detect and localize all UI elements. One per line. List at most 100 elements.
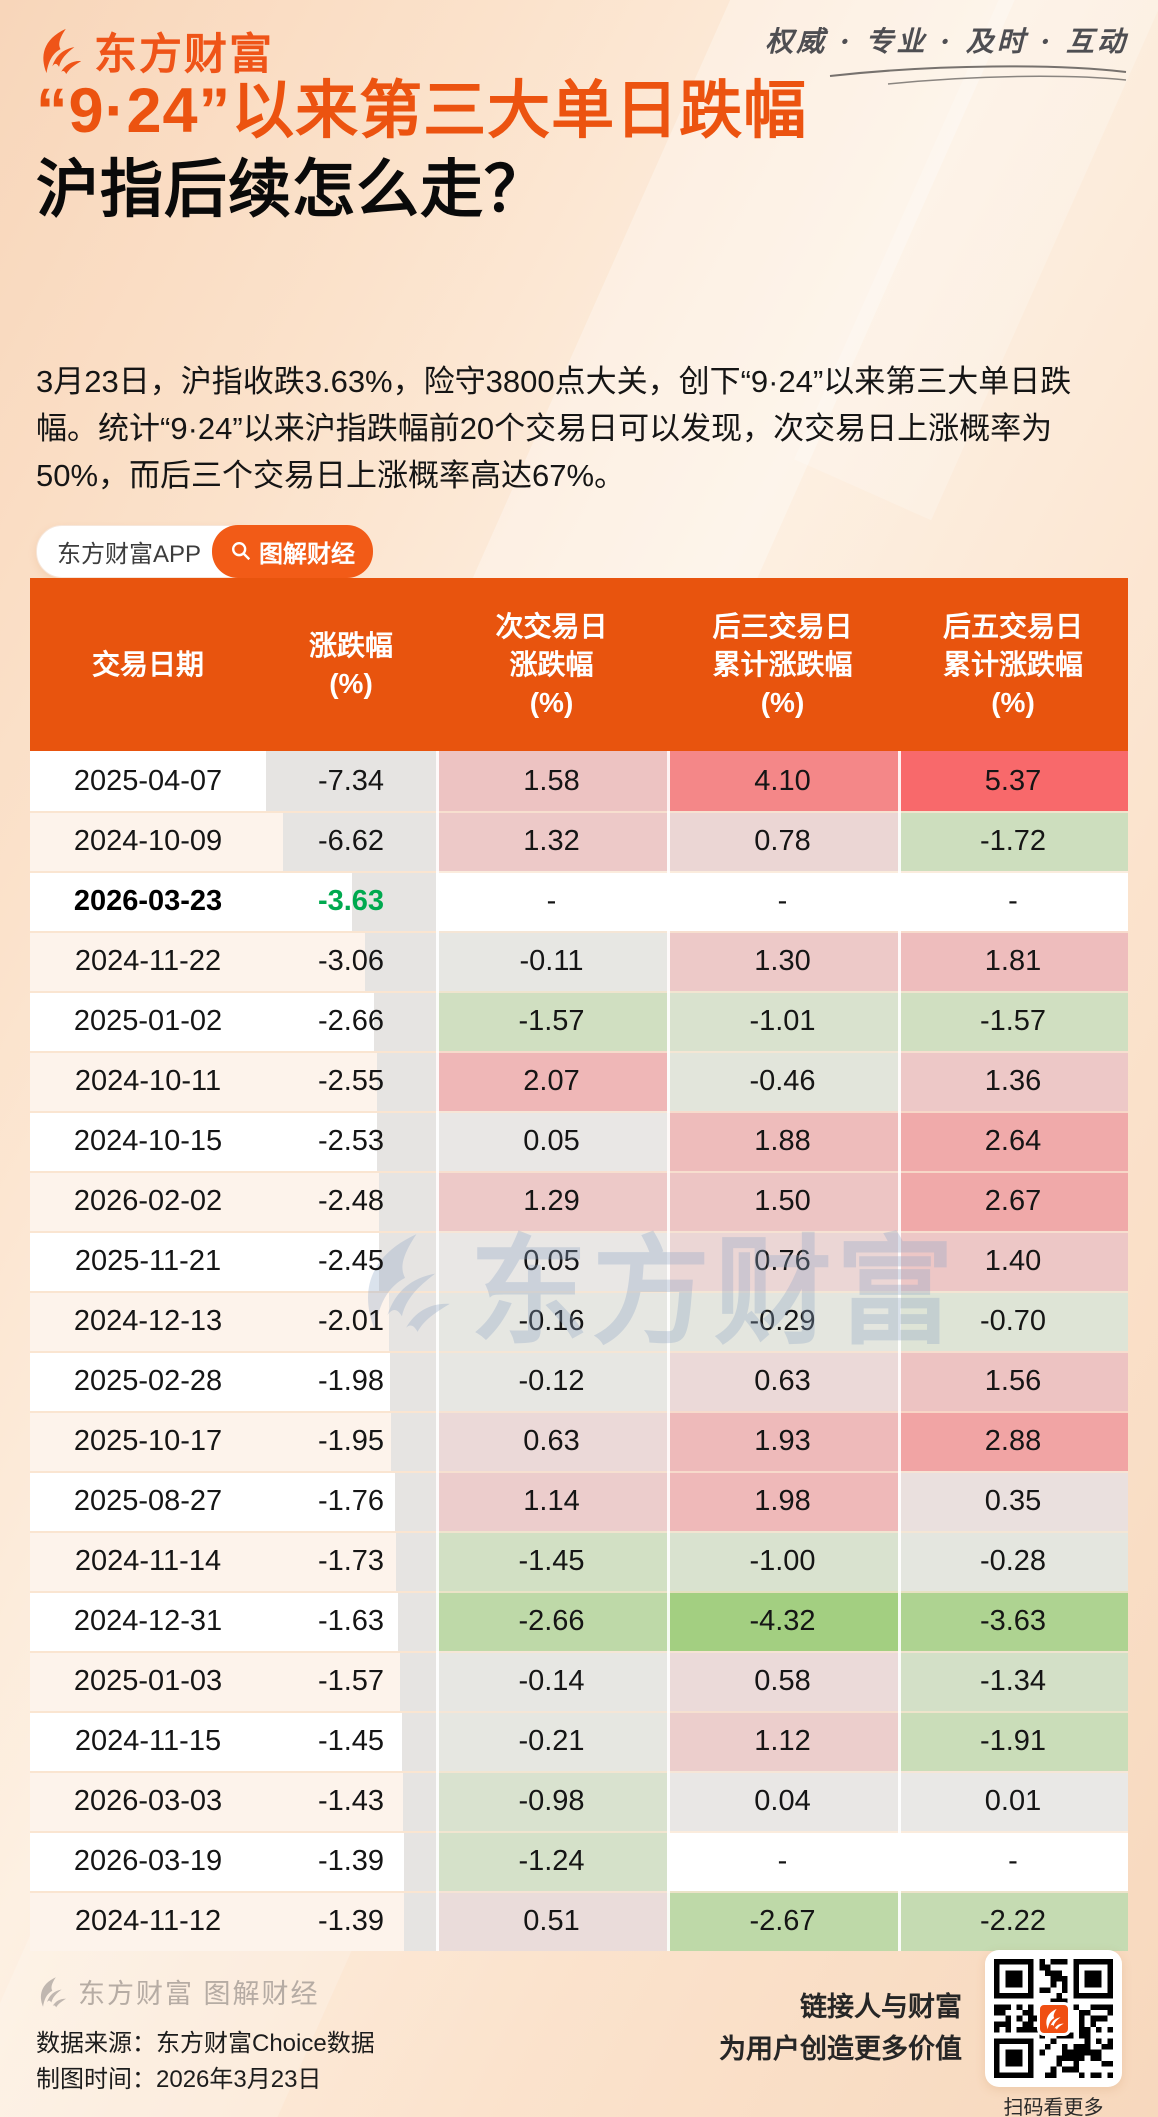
pct-change-cell: -3.06 bbox=[266, 931, 436, 991]
heatmap-cell: -0.98 bbox=[436, 1771, 667, 1831]
magnitude-bar bbox=[395, 1533, 436, 1591]
trade-date-cell: 2024-11-15 bbox=[30, 1711, 266, 1771]
brand-name: 东方财富 bbox=[94, 31, 274, 79]
pct-change-cell: -1.76 bbox=[266, 1471, 436, 1531]
heatmap-cell: 2.88 bbox=[898, 1411, 1128, 1471]
magnitude-bar bbox=[402, 1773, 436, 1831]
heatmap-cell: 1.50 bbox=[667, 1171, 898, 1231]
heatmap-cell: 1.12 bbox=[667, 1711, 898, 1771]
footer-brand-text: 东方财富 图解财经 bbox=[78, 1979, 320, 2009]
heatmap-cell: -0.28 bbox=[898, 1531, 1128, 1591]
pct-change-cell: -1.98 bbox=[266, 1351, 436, 1411]
magnitude-bar bbox=[377, 1113, 436, 1171]
heatmap-cell: 0.35 bbox=[898, 1471, 1128, 1531]
magnitude-bar bbox=[402, 1713, 436, 1771]
pct-change-cell: -2.45 bbox=[266, 1231, 436, 1291]
heatmap-cell: 0.01 bbox=[898, 1771, 1128, 1831]
pct-change-cell: -1.39 bbox=[266, 1891, 436, 1951]
heatmap-cell: -2.66 bbox=[436, 1591, 667, 1651]
heatmap-cell: 1.14 bbox=[436, 1471, 667, 1531]
qr-code bbox=[985, 1950, 1122, 2087]
heatmap-cell: - bbox=[898, 1831, 1128, 1891]
table-row: 2025-10-17 -1.95 0.63 1.93 2.88 bbox=[30, 1411, 1128, 1471]
heatmap-cell: 1.88 bbox=[667, 1111, 898, 1171]
heatmap-cell: -0.46 bbox=[667, 1051, 898, 1111]
page-title-line1: “9·24”以来第三大单日跌幅 bbox=[36, 76, 808, 146]
intro-paragraph: 3月23日，沪指收跌3.63%，险守3800点大关，创下“9·24”以来第三大单… bbox=[36, 364, 1072, 493]
search-icon bbox=[232, 542, 251, 561]
brand-tagline: 权威 · 专业 · 及时 · 互动 bbox=[765, 25, 1128, 58]
heatmap-cell: 0.63 bbox=[436, 1411, 667, 1471]
table-row: 2026-03-23 -3.63- - - bbox=[30, 871, 1128, 931]
heatmap-cell: 0.05 bbox=[436, 1231, 667, 1291]
magnitude-bar bbox=[378, 1173, 436, 1231]
heatmap-cell: - bbox=[667, 871, 898, 931]
heatmap-cell: -1.01 bbox=[667, 991, 898, 1051]
heatmap-cell: -0.14 bbox=[436, 1651, 667, 1711]
table-row: 2024-10-11 -2.55 2.07 -0.46 1.36 bbox=[30, 1051, 1128, 1111]
trade-date-cell: 2025-08-27 bbox=[30, 1471, 266, 1531]
qr-pattern bbox=[994, 1959, 1113, 2078]
tagline-swoosh bbox=[829, 65, 1127, 85]
table-row: 2024-11-22 -3.06 -0.11 1.30 1.81 bbox=[30, 931, 1128, 991]
page-title: “9·24”以来第三大单日跌幅 沪指后续怎么走？ bbox=[36, 80, 807, 222]
table-row: 2024-11-12 -1.39 0.51 -2.67 -2.22 bbox=[30, 1891, 1128, 1951]
trade-date-cell: 2024-12-13 bbox=[30, 1291, 266, 1351]
footer-left: 东方财富 图解财经 数据来源：东方财富Choice数据 制图时间：2026年3月… bbox=[36, 1972, 375, 2097]
pct-change-cell: -2.01 bbox=[266, 1291, 436, 1351]
table-row: 2024-11-14 -1.73 -1.45 -1.00 -0.28 bbox=[30, 1531, 1128, 1591]
pct-change-cell: -1.43 bbox=[266, 1771, 436, 1831]
pct-change-cell: -1.73 bbox=[266, 1531, 436, 1591]
pct-change-cell: -1.57 bbox=[266, 1651, 436, 1711]
magnitude-bar bbox=[365, 933, 436, 991]
column-badge-label: 图解财经 bbox=[259, 540, 356, 568]
pct-change-cell: -1.39 bbox=[266, 1831, 436, 1891]
magnitude-bar bbox=[398, 1593, 436, 1651]
heatmap-cell: -1.72 bbox=[898, 811, 1128, 871]
heatmap-cell: - bbox=[436, 871, 667, 931]
trade-date-cell: 2024-11-22 bbox=[30, 931, 266, 991]
data-source: 数据来源：东方财富Choice数据 bbox=[36, 2030, 375, 2057]
table-row: 2024-10-09 -6.62 1.32 0.78 -1.72 bbox=[30, 811, 1128, 871]
table-row: 2025-01-02 -2.66 -1.57 -1.01 -1.57 bbox=[30, 991, 1128, 1051]
eastmoney-leaf-icon bbox=[40, 1976, 67, 2007]
trade-date-cell: 2025-01-02 bbox=[30, 991, 266, 1051]
heatmap-cell: -0.12 bbox=[436, 1351, 667, 1411]
chart-date: 制图时间：2026年3月23日 bbox=[36, 2066, 322, 2093]
pct-change-cell: -1.45 bbox=[266, 1711, 436, 1771]
heatmap-cell: -2.67 bbox=[667, 1891, 898, 1951]
pct-change-cell: -6.62 bbox=[266, 811, 436, 871]
pct-change-cell: -2.55 bbox=[266, 1051, 436, 1111]
heatmap-cell: 2.67 bbox=[898, 1171, 1128, 1231]
heatmap-cell: 0.76 bbox=[667, 1231, 898, 1291]
heatmap-cell: 1.58 bbox=[436, 751, 667, 811]
column-header: 涨跌幅 (%) bbox=[308, 629, 393, 699]
heatmap-cell: 0.58 bbox=[667, 1651, 898, 1711]
column-header: 后三交易日 累计涨跌幅 (%) bbox=[712, 610, 853, 718]
brand-logo: 东方财富 bbox=[36, 20, 274, 82]
heatmap-cell: -1.45 bbox=[436, 1531, 667, 1591]
trade-date-cell: 2025-01-03 bbox=[30, 1651, 266, 1711]
magnitude-bar bbox=[379, 1233, 436, 1291]
trade-date-cell: 2024-11-14 bbox=[30, 1531, 266, 1591]
heatmap-cell: -0.11 bbox=[436, 931, 667, 991]
eastmoney-leaf-icon bbox=[43, 28, 82, 75]
trade-date-cell: 2026-03-03 bbox=[30, 1771, 266, 1831]
trade-date-cell: 2024-11-12 bbox=[30, 1891, 266, 1951]
column-badge: 图解财经 bbox=[212, 524, 374, 578]
heatmap-cell: -2.22 bbox=[898, 1891, 1128, 1951]
qr-center-logo bbox=[1036, 2001, 1071, 2036]
magnitude-bar bbox=[266, 751, 436, 811]
heatmap-cell: -1.24 bbox=[436, 1831, 667, 1891]
table-row: 2024-11-15 -1.45 -0.21 1.12 -1.91 bbox=[30, 1711, 1128, 1771]
heatmap-cell: -0.29 bbox=[667, 1291, 898, 1351]
table-row: 2025-08-27 -1.76 1.14 1.98 0.35 bbox=[30, 1471, 1128, 1531]
magnitude-bar bbox=[399, 1653, 436, 1711]
magnitude-bar bbox=[395, 1473, 436, 1531]
heatmap-cell: 4.10 bbox=[667, 751, 898, 811]
heatmap-cell: -0.16 bbox=[436, 1291, 667, 1351]
heatmap-cell: -0.70 bbox=[898, 1291, 1128, 1351]
pct-change-cell: -2.53 bbox=[266, 1111, 436, 1171]
column-header: 后五交易日 累计涨跌幅 (%) bbox=[942, 610, 1083, 718]
